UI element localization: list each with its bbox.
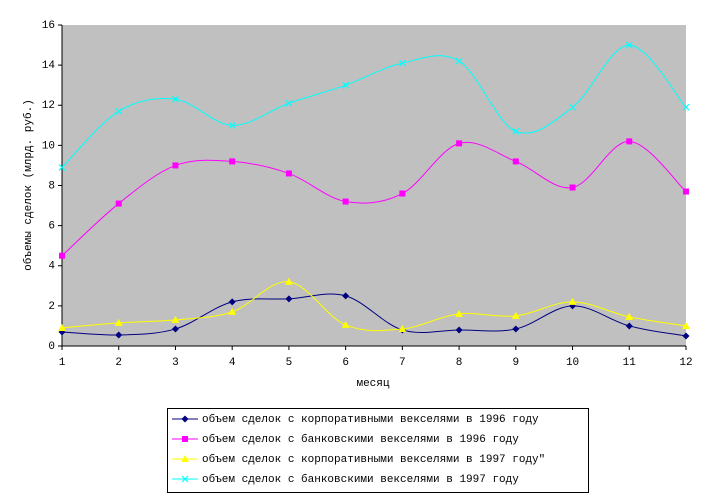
marker [181,455,189,462]
marker [181,415,189,423]
y-tick-label: 10 [42,140,55,152]
marker [342,292,350,300]
series-line [61,44,687,168]
legend-box [167,408,589,493]
marker [285,99,293,107]
x-tick-label: 9 [513,357,520,369]
marker [512,127,520,135]
marker [285,295,293,303]
marker [171,325,179,333]
marker [228,298,236,306]
marker [58,164,66,171]
marker [683,188,689,195]
marker [512,158,519,165]
x-tick-label: 5 [286,357,293,369]
marker [58,323,66,331]
legend-label: объем сделок с корпоративными векселями … [202,413,539,426]
marker [115,331,123,339]
x-tick-label: 7 [399,357,406,369]
legend-label: объем сделок с корпоративными векселями … [202,453,545,466]
x-tick-label: 10 [566,357,579,369]
legend-label: объем сделок с банковскими векселями в 1… [202,473,519,486]
marker [511,311,520,319]
marker [181,475,189,483]
y-tick-label: 14 [42,60,56,72]
y-tick-label: 8 [48,180,55,192]
x-axis-label: месяц [356,378,389,390]
y-tick-label: 12 [42,100,55,112]
marker [569,103,576,111]
marker [682,332,690,340]
legend-label: объем сделок с банковскими векселями в 1… [202,433,519,446]
y-tick-label: 4 [48,261,55,273]
marker [568,297,577,305]
series-line [61,140,687,257]
x-tick-label: 8 [456,357,463,369]
marker [115,107,123,115]
marker [626,138,633,145]
x-tick-label: 3 [172,357,179,369]
marker [455,326,463,334]
marker [284,277,293,285]
y-tick-label: 6 [48,221,55,233]
x-tick-label: 4 [229,357,236,369]
marker [342,81,350,89]
marker [182,436,188,442]
x-tick-label: 2 [115,357,122,369]
marker [171,315,180,323]
x-tick-label: 12 [679,357,692,369]
marker [172,95,179,103]
marker [399,190,406,197]
marker [682,321,690,329]
x-tick-label: 6 [342,357,349,369]
marker [625,312,634,320]
marker [625,322,633,330]
y-axis-label: объемы сделок (млрд. руб.) [22,99,35,271]
y-tick-label: 0 [48,341,55,353]
marker [59,252,65,259]
marker [455,57,463,65]
plot-area [62,25,686,346]
marker [512,325,520,333]
x-tick-label: 1 [59,357,66,369]
marker [172,162,179,169]
marker [115,200,122,207]
y-tick-label: 16 [42,20,55,32]
marker [569,184,576,191]
marker [456,140,463,147]
x-tick-label: 11 [623,357,637,369]
marker [455,309,464,317]
marker [398,59,406,67]
y-tick-label: 2 [48,301,55,313]
marker [228,121,236,129]
marker [625,41,633,49]
marker [342,198,349,205]
marker [285,170,292,177]
marker [682,103,690,111]
marker [341,320,350,328]
marker [228,307,237,315]
marker [229,158,236,165]
marker [398,324,407,332]
marker [114,318,123,326]
